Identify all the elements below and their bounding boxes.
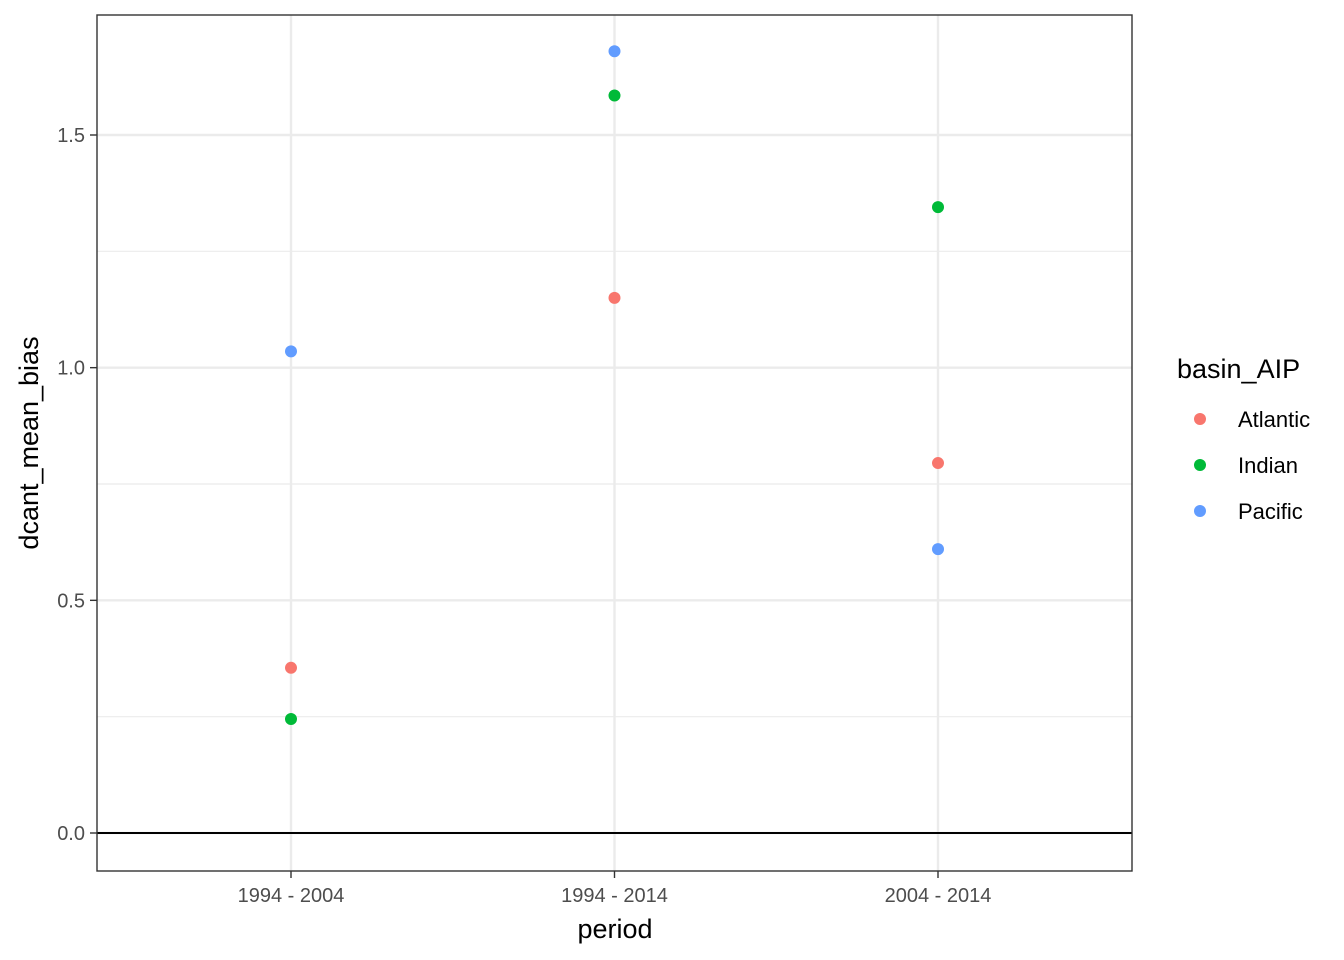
legend-key-pacific <box>1194 505 1206 517</box>
y-axis-title: dcant_mean_bias <box>14 336 44 549</box>
x-tick-label: 1994 - 2014 <box>561 885 668 907</box>
data-point-atlantic <box>608 291 621 304</box>
data-point-indian <box>285 712 297 725</box>
data-point-atlantic <box>285 661 297 674</box>
legend-label-indian: Indian <box>1238 453 1298 478</box>
y-tick-label: 0.5 <box>57 590 85 612</box>
data-point-atlantic <box>932 457 944 470</box>
legend: basin_AIP Atlantic Indian Pacific <box>1177 354 1310 524</box>
data-point-indian <box>932 201 944 214</box>
legend-label-pacific: Pacific <box>1238 499 1303 524</box>
x-axis-ticks: 1994 - 2004 1994 - 2014 2004 - 2014 <box>238 871 992 907</box>
data-point-pacific <box>285 345 297 358</box>
x-axis-title: period <box>577 914 652 944</box>
data-points <box>285 45 944 725</box>
x-tick-label: 2004 - 2014 <box>885 885 992 907</box>
legend-label-atlantic: Atlantic <box>1238 407 1310 432</box>
data-point-indian <box>608 89 621 102</box>
x-tick-label: 1994 - 2004 <box>238 885 345 907</box>
legend-key-indian <box>1194 459 1206 471</box>
legend-key-atlantic <box>1194 413 1206 425</box>
y-axis-ticks: 0.0 0.5 1.0 1.5 <box>57 125 97 845</box>
legend-title: basin_AIP <box>1177 354 1300 384</box>
y-tick-label: 1.5 <box>57 125 85 147</box>
legend-items: Atlantic Indian Pacific <box>1194 407 1310 524</box>
y-tick-label: 0.0 <box>57 823 85 845</box>
data-point-pacific <box>608 45 621 58</box>
data-point-pacific <box>932 543 944 556</box>
y-tick-label: 1.0 <box>57 358 85 380</box>
